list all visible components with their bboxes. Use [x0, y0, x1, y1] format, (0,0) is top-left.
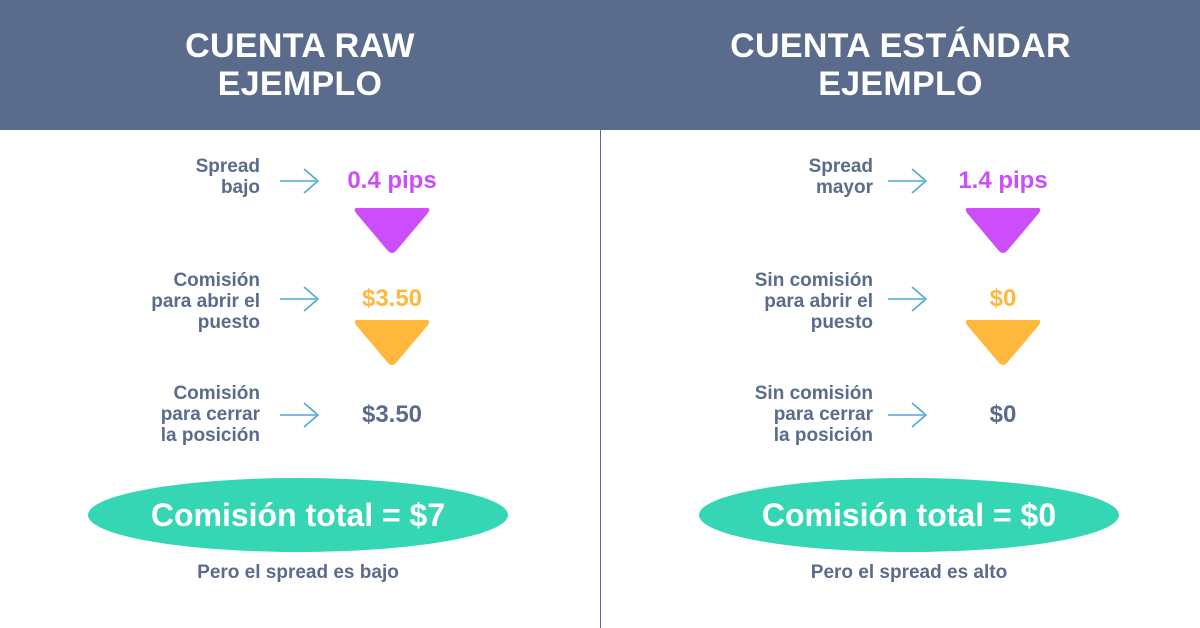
arrow-right-icon: [280, 402, 320, 428]
spread-value: 0.4 pips: [347, 167, 437, 194]
panel-divider: [600, 0, 601, 628]
arrow-right-icon: [280, 286, 320, 312]
arrow-right-icon: [888, 168, 928, 194]
triangle-down-icon: [354, 320, 430, 365]
standard-account-panel: CUENTA ESTÁNDAR EJEMPLO Spread mayor 1.4…: [601, 0, 1200, 628]
raw-account-title: CUENTA RAW EJEMPLO: [185, 27, 415, 103]
close-commission-label: Comisión para cerrar la posición: [160, 383, 260, 446]
close-commission-label: Sin comisión para cerrar la posición: [754, 383, 873, 446]
total-commission-badge: Comisión total = $7: [88, 478, 508, 552]
open-commission-value: $0: [989, 285, 1017, 312]
arrow-right-icon: [280, 168, 320, 194]
total-commission-badge: Comisión total = $0: [699, 478, 1119, 552]
close-commission-value: $3.50: [361, 401, 423, 428]
close-commission-value: $0: [989, 401, 1017, 428]
spread-value: 1.4 pips: [958, 167, 1048, 194]
triangle-down-icon: [965, 320, 1041, 365]
spread-footnote: Pero el spread es alto: [810, 562, 1008, 583]
arrow-right-icon: [888, 286, 928, 312]
triangle-down-icon: [354, 208, 430, 253]
spread-footnote: Pero el spread es bajo: [197, 562, 399, 583]
open-commission-value: $3.50: [361, 285, 423, 312]
raw-account-panel: CUENTA RAW EJEMPLO Spread bajo 0.4 pips …: [0, 0, 600, 583]
total-commission-text: Comisión total = $7: [150, 496, 446, 533]
spread-label: Spread bajo: [195, 156, 260, 198]
standard-account-title: CUENTA ESTÁNDAR EJEMPLO: [730, 27, 1071, 103]
standard-account-header: CUENTA ESTÁNDAR EJEMPLO: [601, 0, 1200, 130]
open-commission-label: Sin comisión para abrir el puesto: [754, 270, 873, 333]
spread-label: Spread mayor: [808, 156, 873, 198]
total-commission-text: Comisión total = $0: [761, 496, 1057, 533]
open-commission-label: Comisión para abrir el puesto: [151, 270, 260, 333]
triangle-down-icon: [965, 208, 1041, 253]
raw-account-header: CUENTA RAW EJEMPLO: [0, 0, 600, 130]
arrow-right-icon: [888, 402, 928, 428]
